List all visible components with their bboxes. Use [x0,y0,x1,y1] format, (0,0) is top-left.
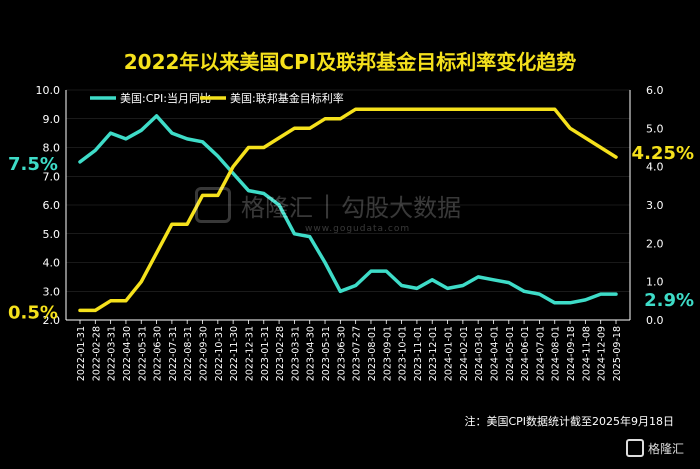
y-left-tick-label: 10.0 [36,84,61,97]
x-tick-label: 2023-03-31 [290,326,301,381]
watermark-separator: | [323,191,332,219]
y-right-tick-label: 4.0 [646,161,664,174]
y-right-tick-label: 1.0 [646,276,664,289]
y-left-tick-label: 3.0 [43,285,61,298]
x-tick-label: 2022-01-31 [76,326,87,381]
watermark-url: www.gogudata.com [305,224,411,234]
legend-entry: 美国:CPI:当月同比 [120,91,211,105]
x-tick-label: 2024-07-01 [535,326,546,381]
y-left-tick-label: 6.0 [43,199,61,212]
x-tick-label: 2022-11-30 [229,326,240,381]
x-tick-label: 2024-09-18 [566,326,577,381]
x-tick-label: 2022-06-30 [153,326,164,381]
x-tick-label: 2024-08-01 [551,326,562,381]
x-tick-label: 2023-06-30 [336,326,347,381]
brand-logo-icon [625,439,644,457]
x-tick-label: 2023-08-01 [367,326,378,381]
y-left-tick-label: 7.0 [43,170,61,183]
x-tick-label: 2022-03-31 [107,326,118,381]
y-left-tick-label: 2.0 [43,314,61,327]
y-left-tick-label: 5.0 [43,228,61,241]
x-tick-label: 2022-09-30 [199,326,210,381]
x-tick-label: 2025-09-18 [612,326,623,381]
series-line-cpi [78,114,618,305]
x-tick-label: 2022-12-31 [244,326,255,381]
end-value-label: 2.9% [644,290,694,311]
chart-title: 2022年以来美国CPI及联邦基金目标利率变化趋势 [123,50,577,74]
y-right-tick-label: 0.0 [646,314,664,327]
y-right-tick-label: 5.0 [646,122,664,135]
x-tick-label: 2022-07-31 [168,326,179,381]
x-tick-label: 2024-02-01 [459,326,470,381]
x-tick-label: 2024-06-01 [520,326,531,381]
y-left-tick-label: 8.0 [43,142,61,155]
corner-logo: 格隆汇 [625,439,684,457]
legend-entry: 美国:联邦基金目标利率 [230,91,344,105]
x-tick-label: 2023-05-31 [321,326,332,381]
x-tick-label: 2024-04-01 [489,326,500,381]
x-tick-label: 2023-11-01 [413,326,424,381]
corner-logo-text: 格隆汇 [647,441,684,456]
x-tick-label: 2022-10-31 [214,326,225,381]
x-tick-label: 2022-05-31 [137,326,148,381]
series-line-rate [78,107,618,313]
x-tick-label: 2023-07-27 [352,326,363,381]
x-tick-label: 2023-10-01 [398,326,409,381]
x-tick-label: 2024-12-09 [597,326,608,381]
x-tick-label: 2023-12-01 [428,326,439,381]
x-tick-label: 2024-03-01 [474,326,485,381]
y-left-tick-label: 4.0 [43,257,61,270]
x-tick-label: 2024-05-01 [505,326,516,381]
x-tick-label: 2022-02-28 [91,326,102,381]
x-tick-label: 2023-09-01 [382,326,393,381]
watermark-center: 格隆汇 | 勾股大数据 [195,187,461,223]
watermark-brand: 格隆汇 [241,193,313,222]
x-tick-label: 2024-11-08 [581,326,592,381]
y-right-tick-label: 3.0 [646,199,664,212]
y-right-tick-label: 2.0 [646,237,664,250]
y-left-tick-label: 9.0 [43,113,61,126]
end-value-label: 4.25% [632,143,694,164]
x-tick-label: 2024-01-01 [444,326,455,381]
y-right-tick-label: 6.0 [646,84,664,97]
x-tick-label: 2022-08-31 [183,326,194,381]
x-tick-label: 2023-02-28 [275,326,286,381]
watermark-tagline: 勾股大数据 [341,193,462,222]
x-tick-label: 2022-04-30 [122,326,133,381]
footnote: 注：美国CPI数据统计截至2025年9月18日 [464,415,674,428]
end-value-label: 0.5% [8,302,58,323]
x-tick-label: 2023-01-31 [260,326,271,381]
x-tick-label: 2023-04-30 [306,326,317,381]
end-value-label: 7.5% [8,154,58,175]
brand-logo-icon [195,187,231,223]
